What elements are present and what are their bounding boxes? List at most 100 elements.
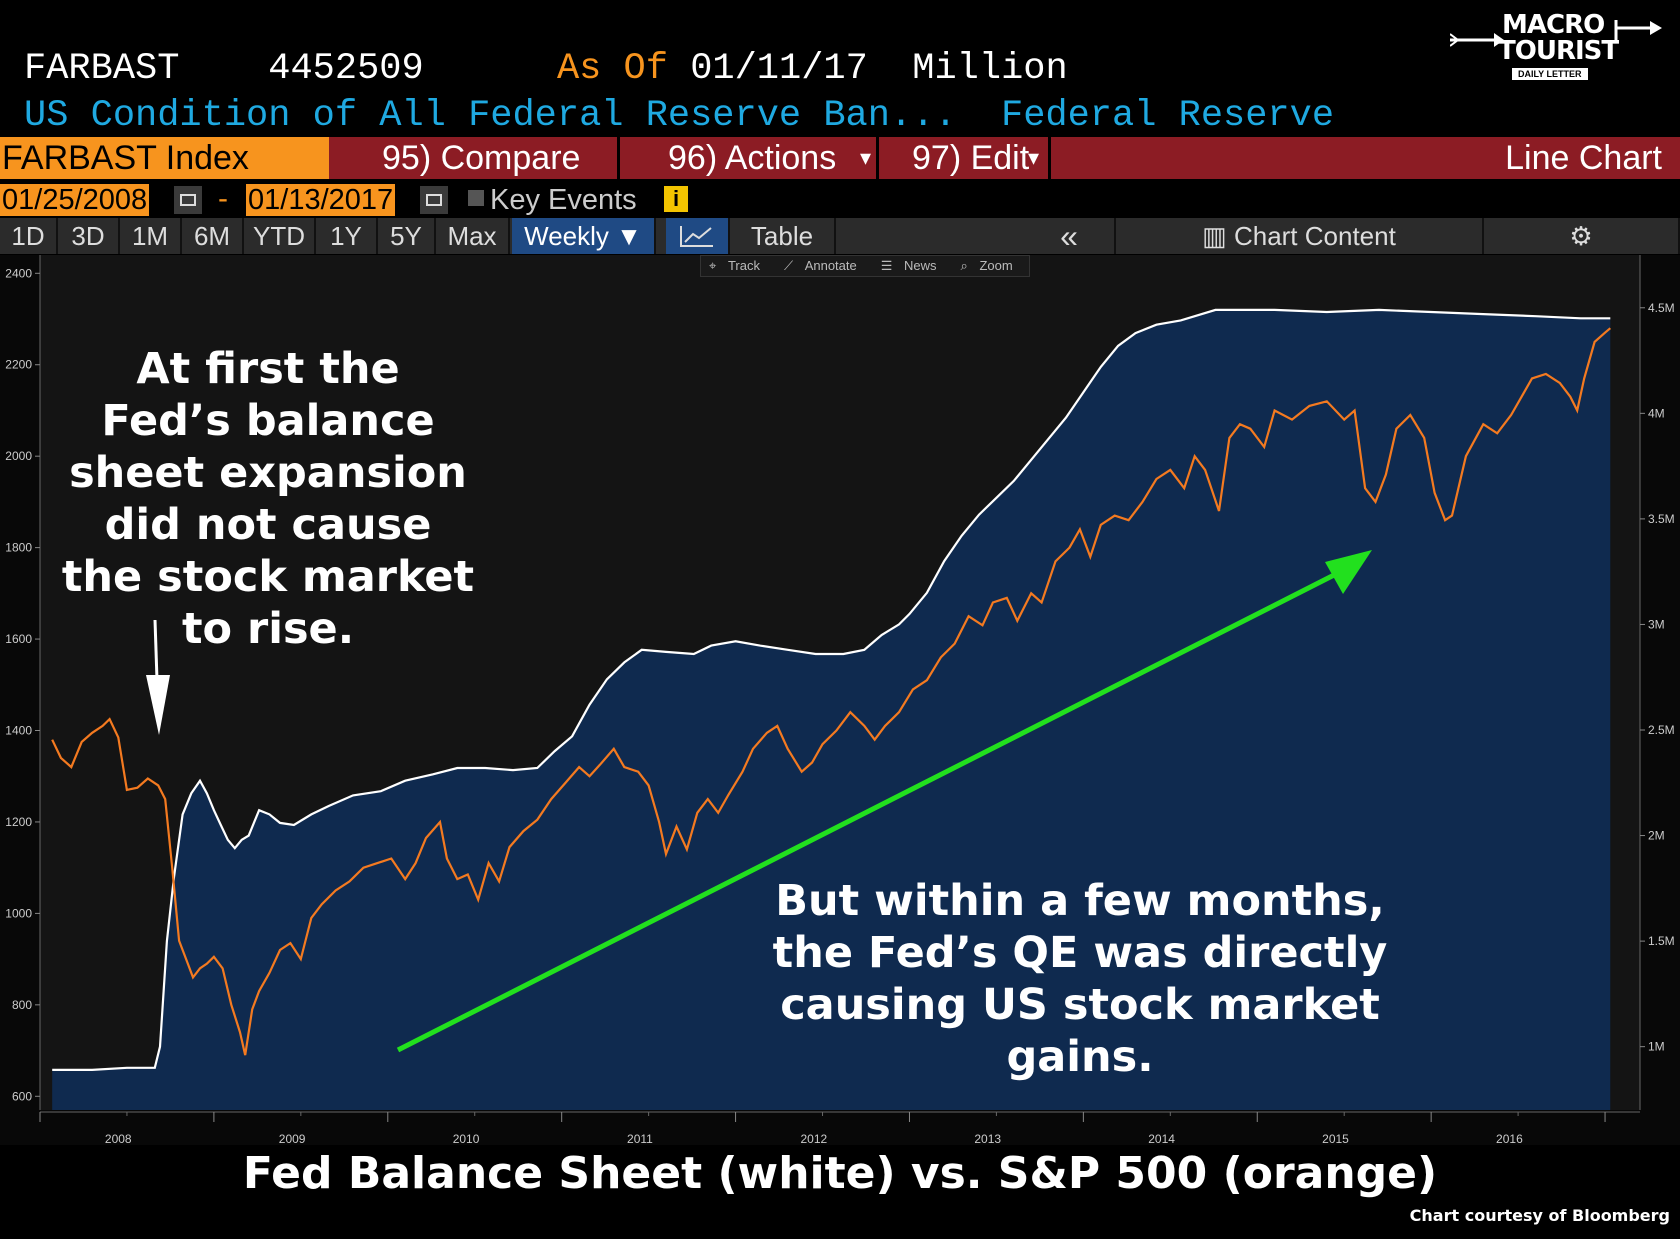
info-icon[interactable]: i: [664, 186, 688, 212]
y-right-tick-label: 1.5M: [1648, 934, 1675, 948]
y-right-tick-label: 1M: [1648, 1040, 1665, 1054]
y-left-tick-label: 2400: [5, 266, 32, 280]
period-max-button[interactable]: Max: [436, 218, 510, 254]
macro-tourist-logo: MACRO TOURIST DAILY LETTER: [1450, 8, 1670, 88]
y-left-tick-label: 1000: [5, 906, 32, 920]
toolbar-divider: [876, 137, 879, 179]
x-tick-label: 2008: [105, 1132, 132, 1145]
x-tick-label: 2011: [627, 1132, 653, 1145]
period-1d-button[interactable]: 1D: [0, 218, 58, 254]
sp500-line: [51, 327, 1612, 1056]
x-tick-label: 2015: [1322, 1132, 1349, 1145]
unit-label: Million: [912, 48, 1068, 90]
x-tick-label: 2013: [974, 1132, 1001, 1145]
table-button[interactable]: Table: [730, 218, 836, 254]
y-left-tick-label: 2000: [5, 449, 32, 463]
key-events-checkbox[interactable]: [468, 190, 484, 206]
latest-value: 4452509: [268, 48, 424, 90]
y-left-tick-label: 1400: [5, 724, 32, 738]
series-source: Federal Reserve: [1000, 95, 1335, 137]
chart-content-icon: ▥: [1202, 221, 1234, 251]
annotation-left-line: to rise.: [181, 604, 355, 654]
annotate-label: Annotate: [804, 258, 857, 273]
calendar-icon[interactable]: [420, 186, 448, 214]
security-field[interactable]: FARBAST Index: [0, 137, 329, 179]
annotation-left-line: Fed’s balance: [101, 396, 435, 446]
toolbar-divider: [617, 137, 620, 179]
fed-balance-line: [52, 308, 1611, 1072]
annotation-right-line: But within a few months,: [775, 876, 1385, 926]
chart-credit: Chart courtesy of Bloomberg: [1409, 1206, 1670, 1225]
key-events-label: Key Events: [490, 184, 637, 216]
zoom-button[interactable]: ⌕ Zoom: [953, 256, 1029, 276]
logo-line-2: TOURIST: [1498, 36, 1619, 66]
y-left-tick-label: 600: [12, 1089, 32, 1103]
toolbar-divider: [1048, 137, 1051, 179]
chart-type-label[interactable]: Line Chart: [1505, 139, 1662, 177]
chart-content-button[interactable]: ▥ Chart Content: [1116, 218, 1484, 254]
x-tick-label: 2009: [279, 1132, 306, 1145]
period-3d-button[interactable]: 3D: [58, 218, 120, 254]
period-1y-button[interactable]: 1Y: [316, 218, 378, 254]
annotation-right-line: gains.: [1006, 1032, 1154, 1082]
trend-arrow-shaft: [396, 569, 1342, 1053]
logo-line-3: DAILY LETTER: [1512, 68, 1588, 80]
main-chart: 600 800 1000 1200 1400 1600 1800 2000 2200 2400 1…: [0, 255, 1680, 1145]
down-arrow-head: [146, 675, 170, 735]
header-line-1: FARBAST 4452509 As Of 01/11/17 Million: [24, 48, 1068, 90]
y-left-tick-label: 2200: [5, 358, 32, 372]
y-left-tick-label: 1800: [5, 541, 32, 555]
edit-button[interactable]: 97) Edit: [912, 139, 1030, 177]
y-right-tick-label: 3M: [1648, 617, 1665, 631]
y-right-tick-label: 4M: [1648, 406, 1665, 420]
track-label: Track: [727, 258, 760, 273]
trend-arrow-head: [1325, 550, 1372, 594]
start-date-input[interactable]: 01/25/2008: [0, 184, 150, 216]
annotate-button[interactable]: ⟋ Annotate: [776, 256, 873, 276]
edit-dropdown-icon[interactable]: ▾: [1028, 145, 1040, 170]
as-of-date: 01/11/17: [690, 48, 868, 90]
annotation-left-line: sheet expansion: [69, 448, 467, 498]
compare-button[interactable]: 95) Compare: [382, 139, 581, 177]
as-of-label: As Of: [556, 48, 668, 90]
track-button[interactable]: ⌖ Track: [701, 256, 776, 276]
frequency-dropdown[interactable]: Weekly ▼: [512, 218, 656, 254]
period-1m-button[interactable]: 1M: [120, 218, 182, 254]
actions-button[interactable]: 96) Actions: [668, 139, 837, 177]
date-separator: -: [218, 182, 228, 215]
x-tick-label: 2016: [1496, 1132, 1523, 1145]
news-label: News: [904, 258, 937, 273]
actions-dropdown-icon[interactable]: ▾: [860, 145, 872, 170]
date-range-row: 01/25/2008 - 01/13/2017 Key Events i: [0, 182, 1680, 218]
ticker: FARBAST: [24, 48, 180, 90]
x-tick-label: 2012: [800, 1132, 827, 1145]
collapse-icon[interactable]: «: [1024, 218, 1116, 254]
period-6m-button[interactable]: 6M: [182, 218, 244, 254]
annotation-right: But within a few months, the Fed’s QE wa…: [760, 875, 1400, 1083]
y-left-tick-label: 1600: [5, 632, 32, 646]
chart-content-label: Chart Content: [1233, 221, 1396, 251]
news-button[interactable]: ☰ News: [873, 256, 953, 276]
line-chart-glyph-icon: [680, 226, 713, 247]
annotation-left-line: At first the: [136, 344, 400, 394]
x-tick-label: 2014: [1148, 1132, 1175, 1145]
end-date-input[interactable]: 01/13/2017: [246, 184, 396, 216]
x-tick-label: 2010: [453, 1132, 480, 1145]
series-description: US Condition of All Federal Reserve Ban.…: [24, 95, 957, 137]
annotation-left: At first the Fed’s balance sheet expansi…: [60, 343, 476, 655]
y-right-tick-label: 2.5M: [1648, 723, 1675, 737]
line-chart-icon[interactable]: [666, 218, 730, 254]
calendar-icon[interactable]: [174, 186, 202, 214]
settings-gear-icon[interactable]: ⚙: [1484, 218, 1680, 254]
chart-mini-toolbar: ⌖ Track ⟋ Annotate ☰ News ⌕ Zoom: [700, 255, 1030, 277]
period-ytd-button[interactable]: YTD: [244, 218, 316, 254]
command-toolbar: FARBAST Index 95) Compare 96) Actions ▾ …: [0, 137, 1680, 179]
annotation-right-line: the Fed’s QE was directly: [772, 928, 1388, 978]
period-5y-button[interactable]: 5Y: [378, 218, 436, 254]
zoom-label: Zoom: [979, 258, 1013, 273]
logo-line-1: MACRO: [1502, 10, 1605, 40]
chart-caption: Fed Balance Sheet (white) vs. S&P 500 (o…: [242, 1148, 1438, 1199]
y-right-tick-label: 2M: [1648, 829, 1665, 843]
period-toolbar: 1D 3D 1M 6M YTD 1Y 5Y Max Weekly ▼ Table…: [0, 218, 1680, 254]
fed-balance-area: [52, 309, 1611, 1110]
